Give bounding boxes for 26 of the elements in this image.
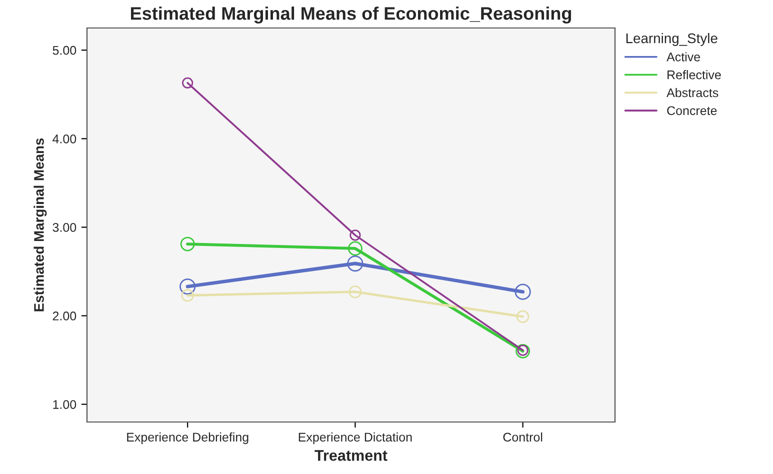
- point: [180, 236, 195, 252]
- y-tick-label: 2.00: [52, 312, 76, 320]
- point: [350, 230, 361, 241]
- point: [348, 285, 362, 298]
- legend-label: Abstracts: [666, 88, 718, 98]
- x-tick-label: Control: [503, 432, 542, 442]
- x-tick-label: Experience Dictation: [298, 432, 412, 444]
- legend-label: Active: [666, 52, 700, 62]
- point: [347, 255, 364, 272]
- legend-label: Reflective: [668, 70, 721, 80]
- x-tick-label: Experience Debriefing: [127, 432, 248, 444]
- y-tick-label: 3.00: [52, 223, 76, 232]
- point: [181, 289, 194, 302]
- point: [182, 77, 194, 88]
- point: [514, 284, 531, 300]
- x-axis-title: Treatment: [314, 450, 388, 461]
- y-axis-title: Estimated Marginal Means: [34, 138, 47, 312]
- point: [348, 241, 362, 256]
- y-tick-label: 1.00: [53, 400, 76, 409]
- legend-label: Concrete: [667, 106, 717, 116]
- point: [516, 310, 530, 324]
- y-tick-label: 5.00: [52, 46, 76, 55]
- legend-title: Learning_Style: [626, 33, 718, 46]
- chart-title: Estimated Marginal Means of Economic_Reasoning: [130, 6, 572, 24]
- y-tick-label: 4.00: [52, 134, 76, 144]
- point: [180, 278, 196, 295]
